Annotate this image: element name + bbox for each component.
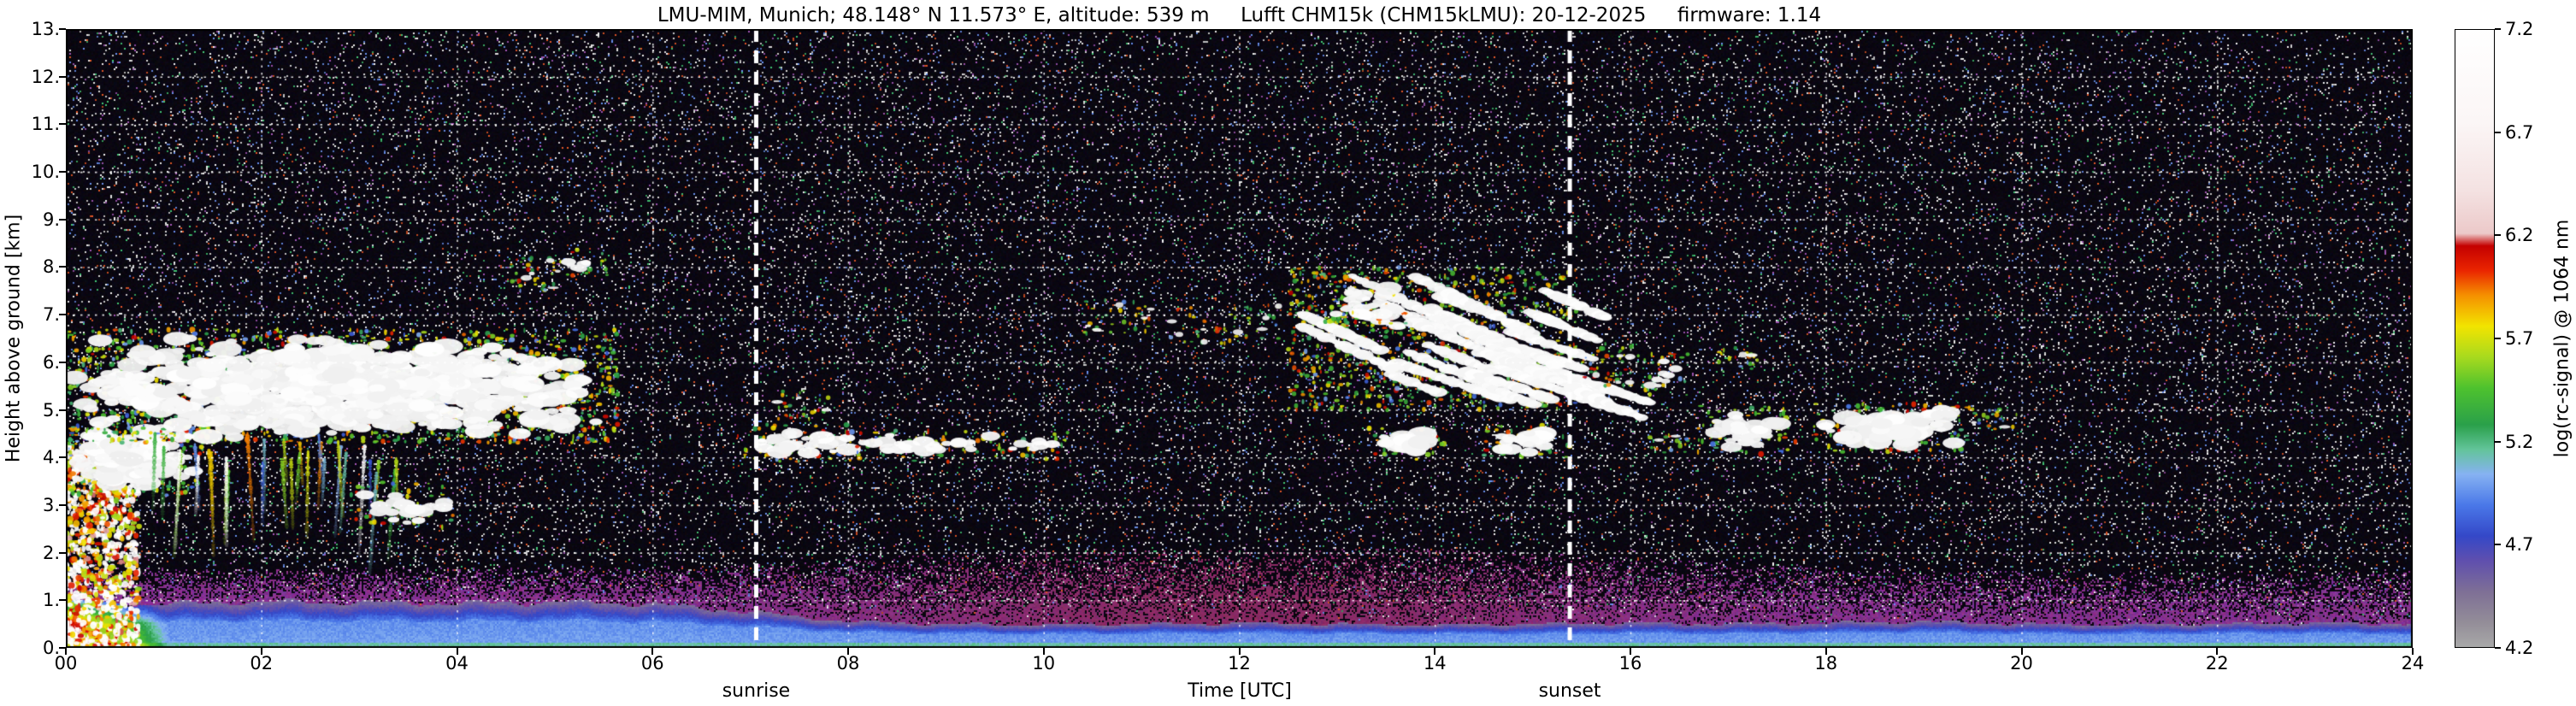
- x-tick-mark: [1042, 648, 1045, 655]
- x-tick-mark: [1824, 648, 1827, 655]
- x-tick-mark: [2412, 648, 2414, 655]
- x-tick-mark: [1434, 648, 1436, 655]
- y-tick-label: 9.: [42, 209, 60, 230]
- x-tick-label: 00: [54, 653, 78, 674]
- x-tick-label: 04: [445, 653, 469, 674]
- x-tick-mark: [1238, 648, 1241, 655]
- y-tick-mark: [59, 123, 66, 126]
- x-tick-mark: [2216, 648, 2219, 655]
- y-tick-label: 11.: [31, 114, 60, 135]
- y-tick-label: 1.: [42, 590, 60, 611]
- chart-title: LMU-MIM, Munich; 48.148° N 11.573° E, al…: [657, 4, 1822, 26]
- colorbar-tick-mark: [2495, 544, 2501, 546]
- x-tick-label: 24: [2401, 653, 2425, 674]
- colorbar-tick-label: 7.2: [2505, 19, 2534, 39]
- x-tick-label: 16: [1618, 653, 1642, 674]
- x-tick-label: 22: [2205, 653, 2229, 674]
- colorbar-tick-mark: [2495, 131, 2501, 133]
- x-tick-mark: [1630, 648, 1631, 655]
- colorbar-tick-label: 5.2: [2505, 431, 2534, 452]
- colorbar-tick-mark: [2495, 234, 2501, 237]
- x-tick-mark: [2020, 648, 2023, 655]
- x-tick-label: 06: [640, 653, 664, 674]
- x-tick-label: 08: [836, 653, 860, 674]
- heatmap-canvas: [66, 29, 2413, 648]
- y-tick-mark: [59, 456, 66, 459]
- y-tick-label: 0.: [42, 638, 60, 658]
- colorbar-tick-label: 4.2: [2505, 638, 2534, 658]
- y-tick-mark: [59, 503, 66, 506]
- colorbar-tick-label: 6.2: [2505, 225, 2534, 246]
- x-tick-label: 02: [250, 653, 274, 674]
- colorbar-tick-label: 6.7: [2505, 121, 2534, 143]
- x-tick-label: 12: [1228, 653, 1251, 674]
- y-tick-mark: [59, 361, 66, 363]
- colorbar-tick-label: 5.7: [2505, 328, 2534, 349]
- y-tick-mark: [59, 75, 66, 78]
- colorbar-tick-mark: [2495, 28, 2501, 30]
- colorbar-tick-mark: [2495, 440, 2501, 443]
- x-axis-label: Time [UTC]: [1188, 680, 1292, 702]
- y-tick-label: 2.: [42, 542, 60, 563]
- colorbar-gradient: [2455, 29, 2495, 648]
- x-tick-mark: [260, 648, 262, 655]
- y-tick-mark: [59, 647, 66, 649]
- colorbar-tick-mark: [2495, 647, 2501, 649]
- y-tick-label: 6.: [42, 351, 60, 373]
- x-tick-label: 18: [1814, 653, 1838, 674]
- y-tick-label: 12.: [31, 66, 60, 87]
- x-tick-mark: [456, 648, 458, 655]
- y-tick-mark: [59, 218, 66, 221]
- y-tick-mark: [59, 171, 66, 174]
- y-tick-label: 8.: [42, 256, 60, 278]
- sunrise-annotation: sunrise: [722, 680, 791, 702]
- x-tick-mark: [651, 648, 654, 655]
- y-tick-mark: [59, 314, 66, 316]
- y-tick-mark: [59, 551, 66, 554]
- x-tick-label: 20: [2010, 653, 2033, 674]
- y-axis-label: Height above ground [km]: [3, 214, 25, 463]
- sunset-annotation: sunset: [1538, 680, 1601, 702]
- x-tick-mark: [847, 648, 849, 655]
- y-tick-label: 7.: [42, 304, 60, 326]
- y-tick-mark: [59, 599, 66, 602]
- colorbar-tick-label: 4.7: [2505, 534, 2534, 556]
- y-tick-label: 13.: [31, 19, 60, 39]
- y-tick-label: 5.: [42, 399, 60, 421]
- x-tick-label: 14: [1423, 653, 1447, 674]
- y-tick-mark: [59, 409, 66, 411]
- y-tick-mark: [59, 28, 66, 30]
- x-tick-mark: [65, 648, 67, 655]
- y-tick-label: 3.: [42, 494, 60, 515]
- y-tick-label: 4.: [42, 447, 60, 468]
- x-tick-label: 10: [1032, 653, 1056, 674]
- y-tick-mark: [59, 266, 66, 268]
- y-tick-label: 10.: [31, 162, 60, 183]
- colorbar-tick-mark: [2495, 338, 2501, 339]
